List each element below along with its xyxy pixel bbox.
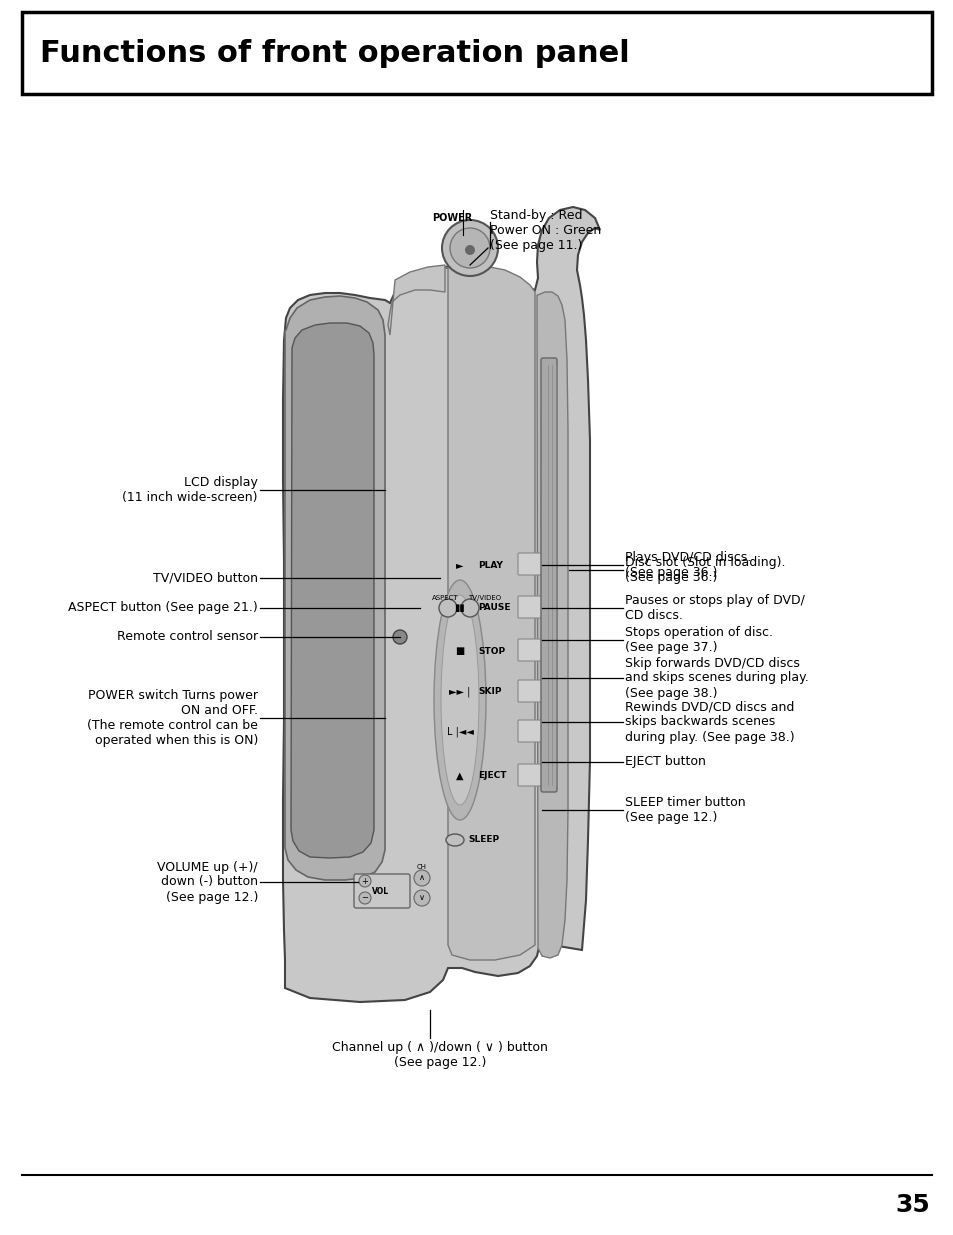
Text: SLEEP timer button
(See page 12.): SLEEP timer button (See page 12.) [624, 797, 745, 824]
Text: ∨: ∨ [418, 893, 425, 903]
Text: TV/VIDEO button: TV/VIDEO button [152, 572, 257, 584]
Text: ASPECT button (See page 21.): ASPECT button (See page 21.) [69, 601, 257, 615]
Ellipse shape [440, 595, 478, 805]
Text: TV/VIDEO: TV/VIDEO [468, 595, 500, 601]
Text: ▲: ▲ [456, 771, 463, 781]
Text: Channel up ( ∧ )/down ( ∨ ) button
(See page 12.): Channel up ( ∧ )/down ( ∨ ) button (See … [332, 1041, 547, 1070]
Polygon shape [444, 266, 535, 960]
FancyBboxPatch shape [517, 597, 541, 618]
Circle shape [464, 245, 475, 254]
Text: ▮▮: ▮▮ [455, 603, 465, 613]
Circle shape [358, 892, 371, 904]
Text: SKIP: SKIP [477, 688, 501, 697]
Text: Pauses or stops play of DVD/
CD discs.: Pauses or stops play of DVD/ CD discs. [624, 594, 804, 622]
Polygon shape [291, 324, 374, 858]
Polygon shape [283, 207, 599, 1002]
Text: VOLUME up (+)/
down (-) button
(See page 12.): VOLUME up (+)/ down (-) button (See page… [157, 861, 257, 904]
FancyBboxPatch shape [540, 358, 557, 792]
FancyBboxPatch shape [517, 680, 541, 701]
FancyBboxPatch shape [354, 874, 410, 908]
Text: ►► |: ►► | [449, 687, 470, 698]
Text: SLEEP: SLEEP [468, 836, 498, 845]
Circle shape [441, 220, 497, 275]
Circle shape [393, 630, 407, 643]
Ellipse shape [446, 834, 463, 846]
Circle shape [414, 869, 430, 885]
Text: EJECT: EJECT [477, 772, 506, 781]
Text: L |◄◄: L |◄◄ [446, 726, 473, 737]
Circle shape [438, 599, 456, 618]
Text: +: + [361, 877, 368, 885]
Text: ∧: ∧ [418, 873, 425, 883]
Circle shape [414, 890, 430, 906]
Text: Remote control sensor: Remote control sensor [117, 631, 257, 643]
Text: ■: ■ [455, 646, 464, 656]
Text: VOL: VOL [372, 887, 389, 895]
Polygon shape [388, 266, 444, 335]
Text: LCD display
(11 inch wide-screen): LCD display (11 inch wide-screen) [122, 475, 257, 504]
Text: EJECT button: EJECT button [624, 756, 705, 768]
Text: CH: CH [416, 864, 427, 869]
Text: −: − [361, 893, 368, 903]
Ellipse shape [434, 580, 485, 820]
FancyBboxPatch shape [517, 638, 541, 661]
Text: 35: 35 [894, 1193, 929, 1216]
Text: Skip forwards DVD/CD discs
and skips scenes during play.
(See page 38.): Skip forwards DVD/CD discs and skips sce… [624, 657, 808, 699]
Text: PAUSE: PAUSE [477, 604, 510, 613]
Text: STOP: STOP [477, 646, 504, 656]
Text: Disc slot (Slot in loading).
(See page 36.): Disc slot (Slot in loading). (See page 3… [624, 556, 784, 584]
Text: PLAY: PLAY [477, 561, 502, 569]
FancyBboxPatch shape [517, 553, 541, 576]
Bar [22, 12, 931, 94]
Text: Stops operation of disc.
(See page 37.): Stops operation of disc. (See page 37.) [624, 626, 772, 655]
Polygon shape [537, 291, 567, 958]
Text: POWER: POWER [432, 212, 472, 224]
Polygon shape [285, 296, 385, 881]
Text: Plays DVD/CD discs.
(See page 36.): Plays DVD/CD discs. (See page 36.) [624, 551, 750, 579]
Circle shape [450, 228, 490, 268]
Circle shape [358, 876, 371, 887]
Text: Stand-by : Red
Power ON : Green
(See page 11.): Stand-by : Red Power ON : Green (See pag… [490, 209, 600, 252]
Text: ►: ► [456, 559, 463, 571]
Text: POWER switch Turns power
ON and OFF.
(The remote control can be
operated when th: POWER switch Turns power ON and OFF. (Th… [87, 689, 257, 747]
Text: ASPECT: ASPECT [432, 595, 458, 601]
FancyBboxPatch shape [517, 720, 541, 742]
Text: Functions of front operation panel: Functions of front operation panel [40, 38, 629, 68]
FancyBboxPatch shape [517, 764, 541, 785]
Circle shape [460, 599, 478, 618]
Text: Rewinds DVD/CD discs and
skips backwards scenes
during play. (See page 38.): Rewinds DVD/CD discs and skips backwards… [624, 700, 794, 743]
